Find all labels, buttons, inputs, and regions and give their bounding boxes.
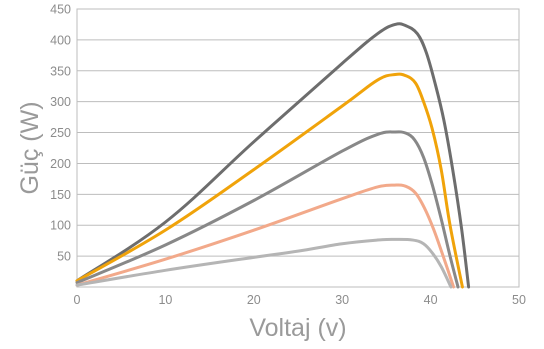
x-axis-title: Voltaj (v) bbox=[249, 314, 346, 342]
x-tick-label: 30 bbox=[335, 293, 349, 307]
y-tick-label: 100 bbox=[50, 219, 71, 233]
series-line-4 bbox=[75, 183, 456, 289]
x-tick-label: 50 bbox=[512, 293, 526, 307]
x-axis-ticks: 0 10 20 30 40 50 bbox=[74, 293, 526, 307]
y-tick-label: 300 bbox=[50, 95, 71, 109]
x-tick-label: 40 bbox=[424, 293, 438, 307]
series-lines bbox=[75, 22, 471, 289]
x-tick-label: 0 bbox=[74, 293, 81, 307]
series-line-2 bbox=[75, 72, 464, 289]
y-tick-label: 50 bbox=[57, 250, 71, 264]
gridlines bbox=[77, 8, 519, 257]
y-tick-label: 450 bbox=[50, 3, 71, 17]
y-tick-label: 200 bbox=[50, 157, 71, 171]
series-line-5 bbox=[75, 237, 453, 289]
series-line-1 bbox=[75, 22, 471, 289]
plot-frame bbox=[76, 8, 520, 288]
series-line-3 bbox=[75, 130, 460, 289]
y-tick-label: 150 bbox=[50, 188, 71, 202]
y-tick-label: 250 bbox=[50, 126, 71, 140]
x-tick-label: 20 bbox=[247, 293, 261, 307]
y-tick-label: 400 bbox=[50, 33, 71, 47]
y-axis-ticks: 50 100 150 200 250 300 350 400 450 bbox=[50, 3, 71, 264]
y-tick-label: 350 bbox=[50, 64, 71, 78]
x-tick-label: 10 bbox=[158, 293, 172, 307]
y-axis-title: Güç (W) bbox=[16, 101, 44, 194]
